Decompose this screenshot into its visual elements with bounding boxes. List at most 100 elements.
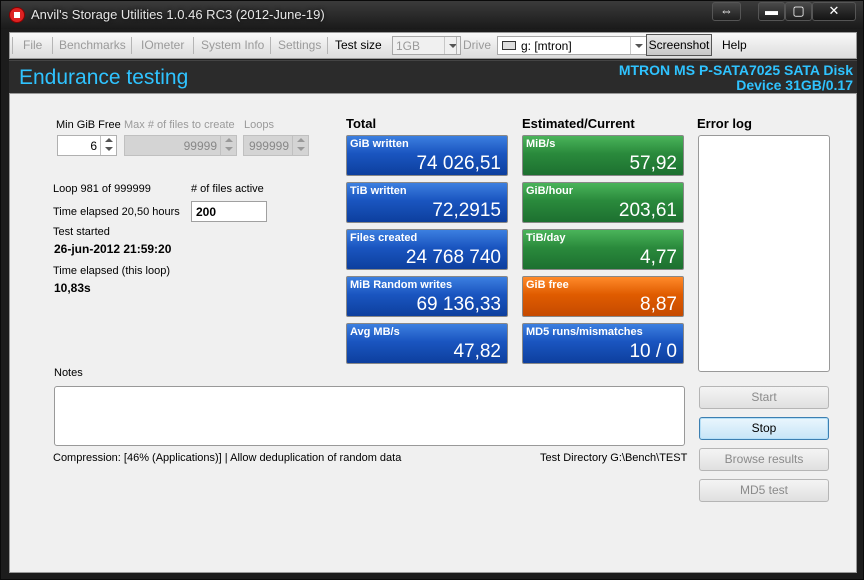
app-icon <box>9 7 25 23</box>
notes-label: Notes <box>54 367 83 379</box>
menu-separator <box>270 37 271 54</box>
tile-value: 47,82 <box>453 341 501 362</box>
loops-value: 999999 <box>248 139 289 153</box>
page-header: Endurance testing MTRON MS P-SATA7025 SA… <box>9 60 857 93</box>
tile-gib-free: GiB free 8,87 <box>522 276 684 317</box>
test-size-select[interactable]: 1GB <box>392 36 461 55</box>
tile-label: MD5 runs/mismatches <box>526 326 643 338</box>
files-active-label: # of files active <box>191 183 264 195</box>
estimated-heading: Estimated/Current <box>522 116 635 131</box>
drive-select[interactable]: g: [mtron] <box>497 36 647 55</box>
tile-value: 203,61 <box>618 200 677 221</box>
test-directory: Test Directory G:\Bench\TEST <box>540 452 688 464</box>
loop-elapsed-label: Time elapsed (this loop) <box>53 265 170 277</box>
drive-label: Drive <box>463 38 492 52</box>
page-title: Endurance testing <box>19 66 189 89</box>
menu-benchmarks[interactable]: Benchmarks <box>59 38 126 52</box>
tile-md5-runs: MD5 runs/mismatches 10 / 0 <box>522 323 684 364</box>
tile-label: MiB/s <box>526 138 556 150</box>
window-title: Anvil's Storage Utilities 1.0.46 RC3 (20… <box>31 7 325 22</box>
tile-value: 74 026,51 <box>416 153 501 174</box>
menu-separator <box>193 37 194 54</box>
tile-gib-hour: GiB/hour 203,61 <box>522 182 684 223</box>
loop-elapsed-value: 10,83s <box>54 281 91 295</box>
tile-value: 57,92 <box>629 153 677 174</box>
tile-mibs: MiB/s 57,92 <box>522 135 684 176</box>
resize-icon[interactable]: ⇔ <box>712 2 741 21</box>
tile-tib-written: TiB written 72,2915 <box>346 182 508 223</box>
menu-help[interactable]: Help <box>722 38 747 52</box>
total-heading: Total <box>346 116 377 131</box>
md5-test-button[interactable]: MD5 test <box>699 479 829 502</box>
tile-value: 4,77 <box>640 247 677 268</box>
title-bar[interactable]: Anvil's Storage Utilities 1.0.46 RC3 (20… <box>1 1 863 29</box>
chevron-down-icon[interactable] <box>444 37 460 54</box>
chevron-down-icon[interactable] <box>630 37 646 54</box>
test-started-label: Test started <box>53 226 110 238</box>
screenshot-button[interactable]: Screenshot <box>646 34 712 56</box>
menu-separator <box>52 37 53 54</box>
start-button[interactable]: Start <box>699 386 829 409</box>
menu-settings[interactable]: Settings <box>278 38 322 52</box>
min-gib-free-label: Min GiB Free <box>56 119 121 131</box>
stepper-arrows-icon[interactable] <box>220 136 236 155</box>
max-files-value: 99999 <box>183 139 217 153</box>
tile-tib-day: TiB/day 4,77 <box>522 229 684 270</box>
menu-system-info[interactable]: System Info <box>201 38 265 52</box>
tile-label: GiB free <box>526 279 569 291</box>
stepper-arrows-icon[interactable] <box>100 136 116 155</box>
tile-value: 10 / 0 <box>629 341 677 362</box>
stop-button[interactable]: Stop <box>699 417 829 440</box>
test-size-label: Test size <box>335 38 382 52</box>
min-gib-free-value: 6 <box>90 139 97 153</box>
files-active-value: 200 <box>196 205 217 219</box>
test-size-value: 1GB <box>396 39 421 53</box>
close-button[interactable]: ✕ <box>812 2 856 21</box>
browse-results-button[interactable]: Browse results <box>699 448 829 471</box>
menu-bar: File Benchmarks IOmeter System Info Sett… <box>9 32 857 59</box>
menu-separator <box>327 37 328 54</box>
tile-label: TiB written <box>350 185 407 197</box>
minimize-button[interactable]: ▬ <box>758 2 785 21</box>
device-info: Device 31GB/0.17 <box>736 77 853 93</box>
tile-value: 69 136,33 <box>416 294 501 315</box>
tile-value: 24 768 740 <box>405 247 501 268</box>
tile-label: GiB written <box>350 138 409 150</box>
max-files-label: Max # of files to create <box>124 119 235 131</box>
max-files-stepper[interactable]: 99999 <box>124 135 237 156</box>
loop-counter: Loop 981 of 999999 <box>53 183 151 195</box>
menu-file[interactable]: File <box>23 38 43 52</box>
tile-label: Files created <box>350 232 418 244</box>
tile-gib-written: GiB written 74 026,51 <box>346 135 508 176</box>
menu-separator <box>456 37 457 54</box>
compression-info: Compression: [46% (Applications)] | Allo… <box>53 452 402 464</box>
menu-separator <box>131 37 132 54</box>
notes-textarea[interactable] <box>54 386 685 446</box>
tile-value: 8,87 <box>640 294 677 315</box>
tile-mib-random-writes: MiB Random writes 69 136,33 <box>346 276 508 317</box>
drive-icon <box>502 41 516 50</box>
tile-label: TiB/day <box>526 232 566 244</box>
main-panel: Min GiB Free Max # of files to create Lo… <box>9 93 857 573</box>
drive-value: g: [mtron] <box>521 39 572 53</box>
loops-label: Loops <box>244 119 274 131</box>
stepper-arrows-icon[interactable] <box>292 136 308 155</box>
tile-avg-mbs: Avg MB/s 47,82 <box>346 323 508 364</box>
error-log-heading: Error log <box>697 116 752 131</box>
menu-iometer[interactable]: IOmeter <box>141 38 185 52</box>
tile-files-created: Files created 24 768 740 <box>346 229 508 270</box>
device-name: MTRON MS P-SATA7025 SATA Disk <box>618 62 853 78</box>
tile-label: MiB Random writes <box>350 279 453 291</box>
menu-separator <box>12 37 13 54</box>
test-started-value: 26-jun-2012 21:59:20 <box>54 242 172 256</box>
loops-stepper[interactable]: 999999 <box>243 135 309 156</box>
time-elapsed: Time elapsed 20,50 hours <box>53 206 180 218</box>
tile-label: GiB/hour <box>526 185 574 197</box>
tile-label: Avg MB/s <box>350 326 400 338</box>
maximize-button[interactable]: ▢ <box>785 2 812 21</box>
tile-value: 72,2915 <box>432 200 501 221</box>
error-log-box[interactable] <box>698 135 830 372</box>
min-gib-free-stepper[interactable]: 6 <box>57 135 117 156</box>
files-active-field[interactable]: 200 <box>191 201 267 222</box>
